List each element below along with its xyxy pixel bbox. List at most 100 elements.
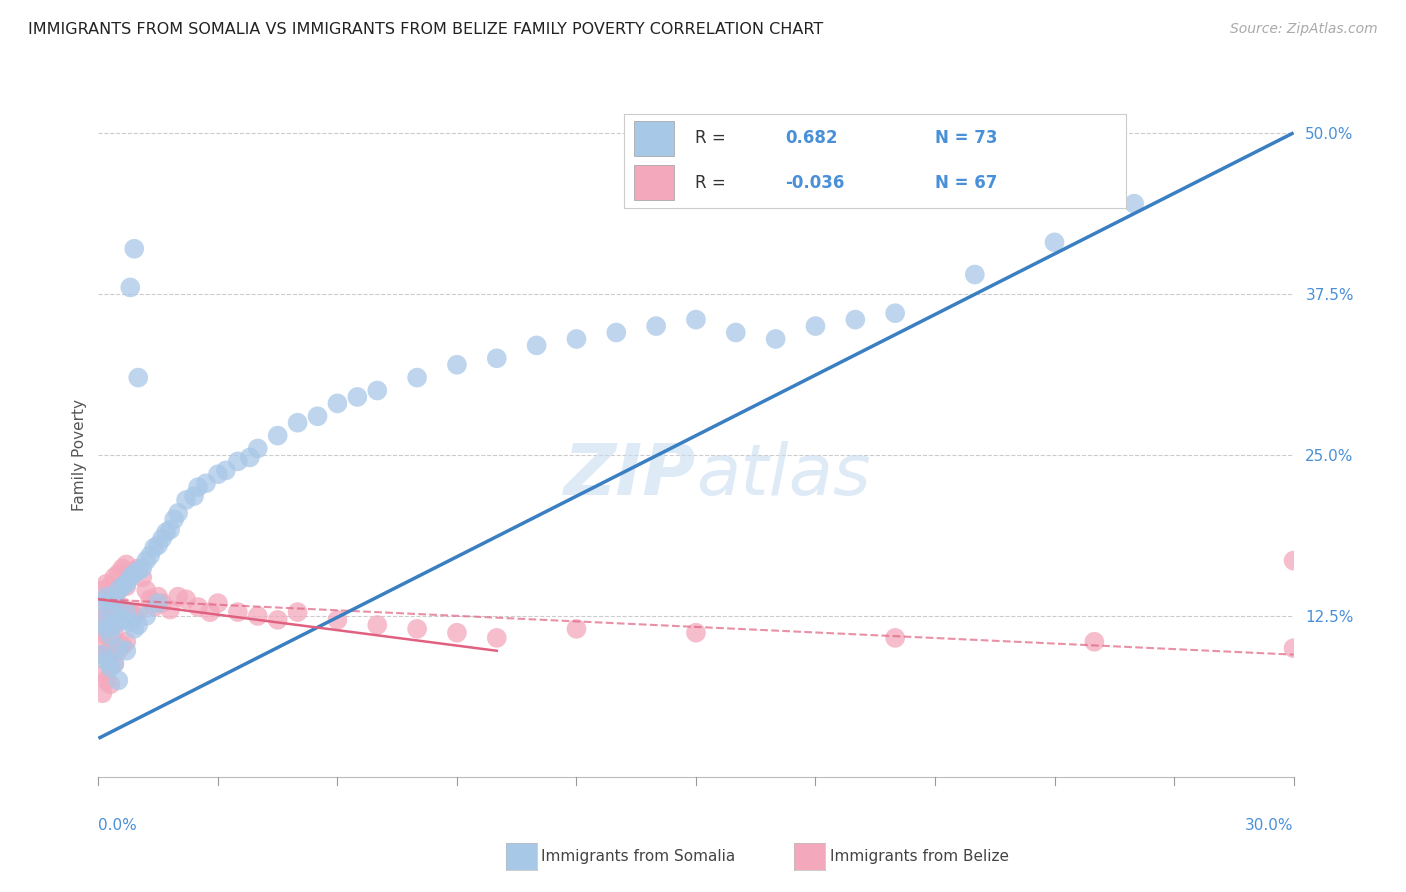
Point xyxy=(103,657,125,671)
Point xyxy=(135,583,157,598)
Point xyxy=(765,332,787,346)
Point xyxy=(120,605,142,619)
Point xyxy=(107,641,129,656)
Point xyxy=(120,570,142,584)
Point xyxy=(107,583,129,598)
Point xyxy=(565,622,588,636)
Point xyxy=(131,561,153,575)
Point xyxy=(884,306,907,320)
Point xyxy=(100,677,122,691)
Point xyxy=(163,512,186,526)
Point xyxy=(107,673,129,688)
Point xyxy=(135,609,157,624)
Point xyxy=(207,467,229,482)
Point xyxy=(174,493,197,508)
Point xyxy=(107,566,129,581)
Point xyxy=(198,605,221,619)
Point xyxy=(406,622,429,636)
Point xyxy=(96,590,118,604)
Point xyxy=(115,644,138,658)
Point xyxy=(100,660,122,674)
Point xyxy=(91,686,114,700)
Point xyxy=(346,390,368,404)
Point xyxy=(148,596,170,610)
Point xyxy=(131,570,153,584)
Point xyxy=(91,648,114,662)
Point xyxy=(844,312,866,326)
Point xyxy=(91,634,114,648)
Point xyxy=(226,605,249,619)
Point xyxy=(143,541,166,555)
Point xyxy=(1083,634,1105,648)
Point xyxy=(1043,235,1066,250)
Point xyxy=(267,613,290,627)
Point xyxy=(150,596,173,610)
Point xyxy=(111,639,134,653)
Point xyxy=(91,667,114,681)
Text: 0.0%: 0.0% xyxy=(98,818,138,833)
Point xyxy=(91,583,114,598)
Point xyxy=(187,599,209,614)
Point xyxy=(155,525,177,540)
Point xyxy=(91,596,114,610)
Point xyxy=(115,558,138,572)
Point xyxy=(226,454,249,468)
Point xyxy=(159,602,181,616)
Point xyxy=(246,609,269,624)
Point xyxy=(884,631,907,645)
Point xyxy=(111,579,134,593)
Point xyxy=(215,463,238,477)
Point xyxy=(96,648,118,662)
Point xyxy=(246,442,269,456)
Point xyxy=(107,583,129,598)
Point xyxy=(115,576,138,591)
Point xyxy=(366,618,388,632)
Point xyxy=(485,351,508,366)
Point xyxy=(111,599,134,614)
Point xyxy=(127,618,149,632)
Point xyxy=(96,628,118,642)
Point xyxy=(100,628,122,642)
Point xyxy=(100,618,122,632)
Point xyxy=(100,644,122,658)
Point xyxy=(1282,553,1305,567)
Point xyxy=(120,566,142,581)
Point xyxy=(239,450,262,465)
Point xyxy=(127,605,149,619)
Point xyxy=(127,370,149,384)
Point xyxy=(103,625,125,640)
Point xyxy=(96,673,118,688)
Point xyxy=(1282,641,1305,656)
Point xyxy=(139,549,162,563)
Point xyxy=(103,618,125,632)
Point xyxy=(963,268,986,282)
Point xyxy=(103,592,125,607)
Point xyxy=(96,592,118,607)
Point xyxy=(187,480,209,494)
Point xyxy=(526,338,548,352)
Point xyxy=(91,618,114,632)
Text: 30.0%: 30.0% xyxy=(1246,818,1294,833)
Point xyxy=(139,592,162,607)
Point xyxy=(91,648,114,662)
Point xyxy=(446,625,468,640)
Point xyxy=(267,428,290,442)
Point xyxy=(326,396,349,410)
Point xyxy=(124,564,146,578)
Point xyxy=(91,599,114,614)
Point xyxy=(100,602,122,616)
Point xyxy=(120,615,142,630)
Point xyxy=(565,332,588,346)
Point xyxy=(195,476,218,491)
Point xyxy=(174,592,197,607)
Point xyxy=(150,532,173,546)
Text: Immigrants from Belize: Immigrants from Belize xyxy=(830,849,1008,863)
Point xyxy=(115,605,138,619)
Point xyxy=(167,506,190,520)
Point xyxy=(167,590,190,604)
Point xyxy=(307,409,329,424)
Point xyxy=(100,579,122,593)
Point xyxy=(111,561,134,575)
Text: atlas: atlas xyxy=(696,442,870,510)
Point xyxy=(107,605,129,619)
